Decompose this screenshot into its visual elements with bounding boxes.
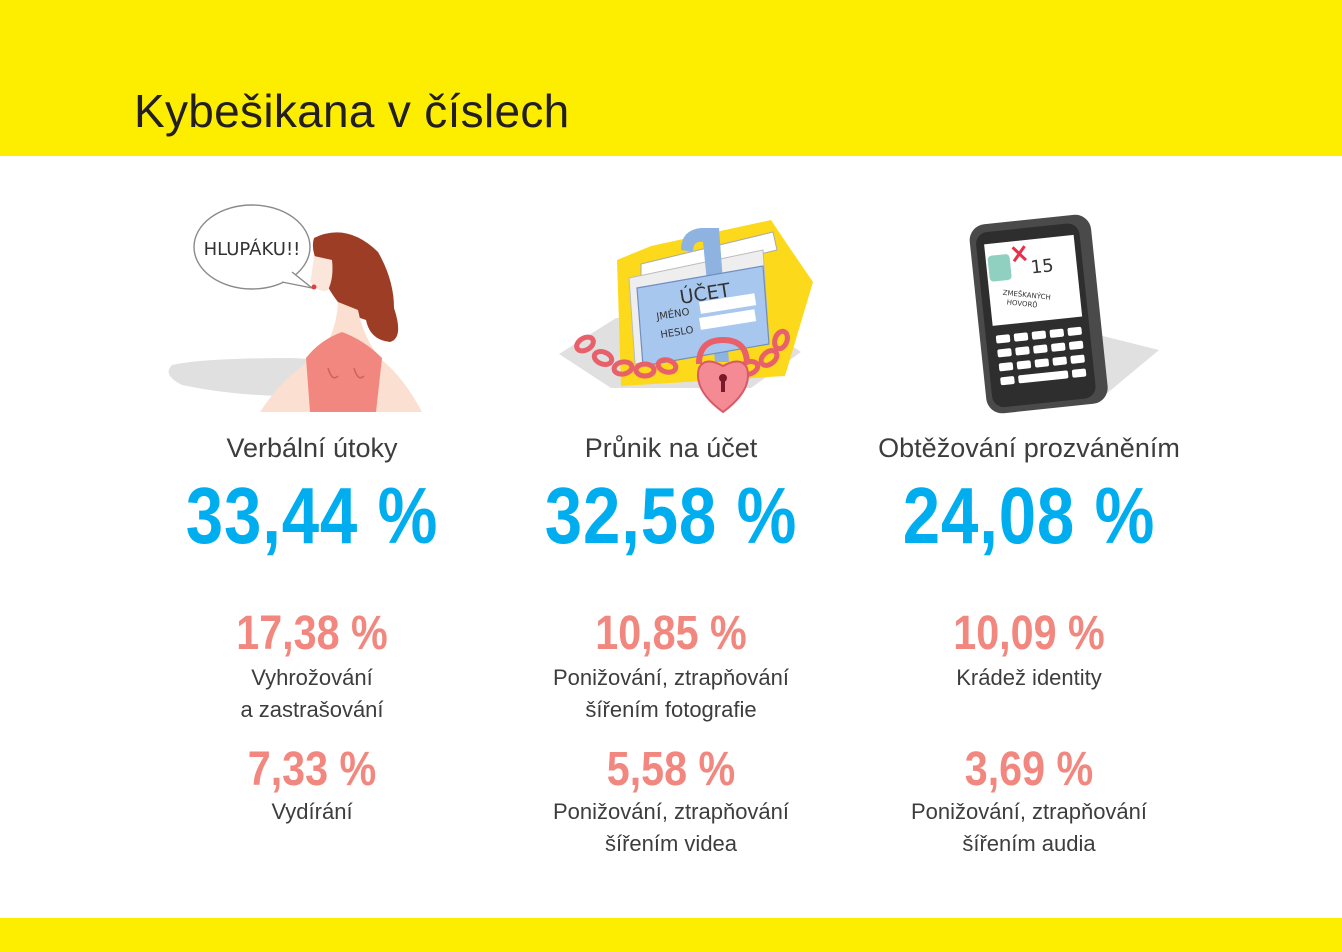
sub-percentage: 3,69 % <box>964 743 1094 796</box>
sub-description-line: šířením fotografie <box>585 697 757 722</box>
sub-description: Ponižování, ztrapňování šířením videa <box>461 796 881 860</box>
category-label: Verbální útoky <box>226 433 398 463</box>
footer-band <box>0 918 1342 952</box>
missed-label: HOVORŮ <box>1006 297 1038 309</box>
speech-text: HLUPÁKU!! <box>204 238 301 260</box>
sub-description: Krádež identity <box>819 662 1239 694</box>
page-title: Kybešikana v číslech <box>134 85 570 137</box>
category-label: Průnik na účet <box>584 433 758 463</box>
sub-description-line: Ponižování, ztrapňování <box>552 799 790 824</box>
sub-percentage: 7,33 % <box>247 743 377 796</box>
sub-description: Vyhrožování a zastrašování <box>102 662 522 726</box>
sub-description: Vydírání <box>102 796 522 828</box>
missed-count: 15 <box>1030 255 1055 278</box>
sub-description-line: Vyhrožování <box>251 665 373 690</box>
sub-description: Ponižování, ztrapňování šířením audia <box>819 796 1239 860</box>
sub-description: Ponižování, ztrapňování šířením fotograf… <box>461 662 881 726</box>
category-label: Obtěžování prozváněním <box>878 433 1180 463</box>
category-percentage: 24,08 % <box>902 471 1156 560</box>
category-percentage: 32,58 % <box>544 471 798 560</box>
sub-description-line: a zastrašování <box>240 697 384 722</box>
sub-description-line: Krádež identity <box>956 665 1102 690</box>
woman-speech-icon: HLUPÁKU!! <box>142 190 482 415</box>
sub-description-line: Ponižování, ztrapňování <box>552 665 790 690</box>
phone-missed-calls-icon: 15 ZMEŠKANÝCH HOVORŮ <box>859 190 1199 415</box>
sub-percentage: 10,09 % <box>953 607 1105 660</box>
header-band <box>0 0 1342 156</box>
sub-percentage: 5,58 % <box>606 743 736 796</box>
password-field-label: HESLO <box>660 325 695 341</box>
sub-description-line: šířením videa <box>604 831 738 856</box>
locked-folder-icon: ÚČET JMÉNO HESLO <box>501 190 841 415</box>
sub-description-line: šířením audia <box>962 831 1096 856</box>
sub-description-line: Ponižování, ztrapňování <box>910 799 1148 824</box>
category-percentage: 33,44 % <box>185 471 439 560</box>
sub-percentage: 17,38 % <box>236 607 388 660</box>
sub-percentage: 10,85 % <box>595 607 747 660</box>
sub-description-line: Vydírání <box>271 799 353 824</box>
